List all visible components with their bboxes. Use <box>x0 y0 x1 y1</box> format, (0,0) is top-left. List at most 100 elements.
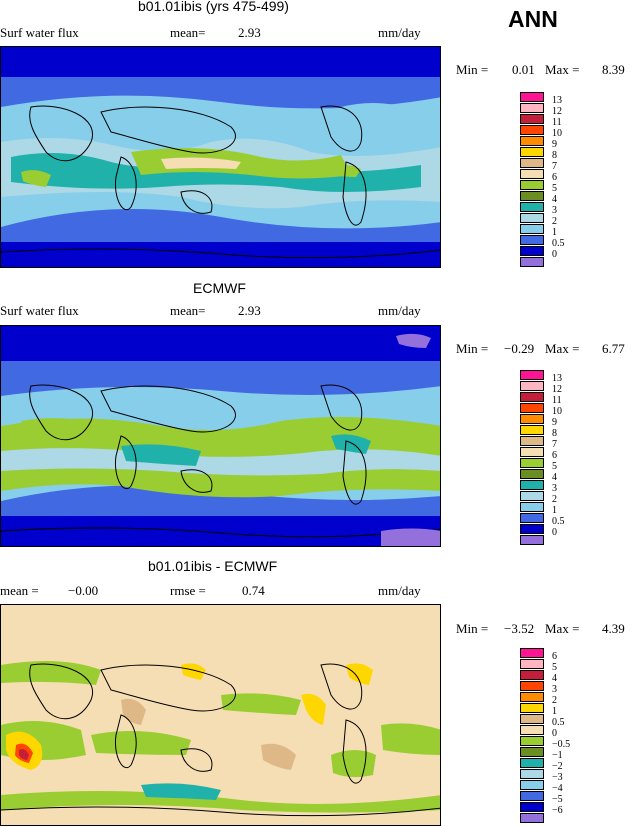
max-value: 6.77 <box>602 341 625 356</box>
colorbar-label: 1 <box>552 227 557 238</box>
colorbar-swatch <box>520 813 544 823</box>
colorbar-swatch <box>520 436 544 446</box>
colorbar-label: 9 <box>552 417 557 428</box>
colorbar-swatch <box>520 136 544 146</box>
colorbar-swatch <box>520 169 544 179</box>
colorbar-label: 0.5 <box>552 238 565 249</box>
max-value: 8.39 <box>602 62 625 77</box>
colorbar-label: 0 <box>552 249 557 260</box>
colorbar-swatch <box>520 180 544 190</box>
colorbar-swatch <box>520 246 544 256</box>
panel-title: b01.01ibis (yrs 475-499) <box>138 0 289 14</box>
min-value: −3.52 <box>504 621 535 636</box>
colorbar-swatch <box>520 469 544 479</box>
season-label: ANN <box>508 6 558 32</box>
colorbar-label: −2 <box>552 761 563 772</box>
colorbar-swatch <box>520 747 544 757</box>
colorbar-label: 6 <box>552 651 557 662</box>
colorbar-label: 2 <box>552 695 557 706</box>
contour-map <box>1 326 440 546</box>
mean-value: −0.00 <box>68 583 99 598</box>
colorbar-swatch <box>520 692 544 702</box>
colorbar-label: 4 <box>552 194 557 205</box>
mean-label: mean= <box>170 25 206 40</box>
colorbar-label: −1 <box>552 750 563 761</box>
colorbar-label: −5 <box>552 794 563 805</box>
colorbar-label: 7 <box>552 161 557 172</box>
colorbar-swatch <box>520 736 544 746</box>
colorbar-swatch <box>520 802 544 812</box>
colorbar-swatch <box>520 213 544 223</box>
colorbar-label: 5 <box>552 183 557 194</box>
colorbar-swatch <box>520 202 544 212</box>
colorbar-swatch <box>520 414 544 424</box>
map-model <box>0 46 441 268</box>
rmse-label: rmse = <box>170 583 206 598</box>
colorbar-swatch <box>520 158 544 168</box>
colorbar-swatch <box>520 491 544 501</box>
colorbar-label: 1 <box>552 505 557 516</box>
mean-label: mean = <box>0 583 39 598</box>
colorbar-swatch <box>520 524 544 534</box>
colorbar-swatch <box>520 191 544 201</box>
colorbar-swatch <box>520 392 544 402</box>
colorbar-label: 12 <box>552 106 562 117</box>
min-label: Min = <box>456 621 489 636</box>
colorbar-swatch <box>520 758 544 768</box>
colorbar-label: 3 <box>552 684 557 695</box>
max-label: Max = <box>545 621 580 636</box>
colorbar-swatch <box>520 780 544 790</box>
colorbar-swatch <box>520 703 544 713</box>
colorbar-label: 0 <box>552 527 557 538</box>
colorbar-swatch <box>520 725 544 735</box>
colorbar-swatch <box>520 769 544 779</box>
colorbar-swatch <box>520 648 544 658</box>
colorbar-label: 8 <box>552 428 557 439</box>
colorbar-label: 0 <box>552 728 557 739</box>
colorbar-swatch <box>520 535 544 545</box>
colorbar-swatch <box>520 125 544 135</box>
min-value: 0.01 <box>512 62 535 77</box>
colorbar-label: 5 <box>552 662 557 673</box>
colorbar-label: 0.5 <box>552 717 565 728</box>
colorbar-label: 3 <box>552 205 557 216</box>
panel-title: ECMWF <box>193 280 246 296</box>
colorbar-label: 2 <box>552 494 557 505</box>
colorbar-label: 13 <box>552 95 562 106</box>
colorbar-swatch <box>520 791 544 801</box>
colorbar-label: 10 <box>552 406 562 417</box>
colorbar-swatch <box>520 103 544 113</box>
mean-value: 2.93 <box>238 303 261 318</box>
colorbar-label: 3 <box>552 483 557 494</box>
colorbar-swatch <box>520 147 544 157</box>
colorbar-swatch <box>520 659 544 669</box>
colorbar-label: 6 <box>552 172 557 183</box>
colorbar-swatch <box>520 257 544 267</box>
colorbar-swatch <box>520 381 544 391</box>
colorbar-swatch <box>520 513 544 523</box>
min-label: Min = <box>456 62 489 77</box>
map-obs <box>0 325 441 547</box>
colorbar-swatch <box>520 502 544 512</box>
colorbar-label: 12 <box>552 384 562 395</box>
colorbar-swatch <box>520 480 544 490</box>
colorbar-swatch <box>520 114 544 124</box>
colorbar-label: 8 <box>552 150 557 161</box>
mean-label: mean= <box>170 303 206 318</box>
colorbar-label: 11 <box>552 395 562 406</box>
panel-title: b01.01ibis - ECMWF <box>148 558 278 574</box>
colorbar-label: −0.5 <box>552 739 571 750</box>
max-label: Max = <box>545 341 580 356</box>
max-label: Max = <box>545 62 580 77</box>
units-label: mm/day <box>378 25 421 40</box>
colorbar-swatch <box>520 425 544 435</box>
min-value: −0.29 <box>504 341 535 356</box>
contour-map <box>1 47 440 267</box>
colorbar-label: 4 <box>552 472 557 483</box>
units-label: mm/day <box>378 303 421 318</box>
colorbar-swatch <box>520 235 544 245</box>
colorbar-swatch <box>520 714 544 724</box>
rmse-value: 0.74 <box>242 583 265 598</box>
colorbar-label: 9 <box>552 139 557 150</box>
variable-label: Surf water flux <box>0 25 79 40</box>
